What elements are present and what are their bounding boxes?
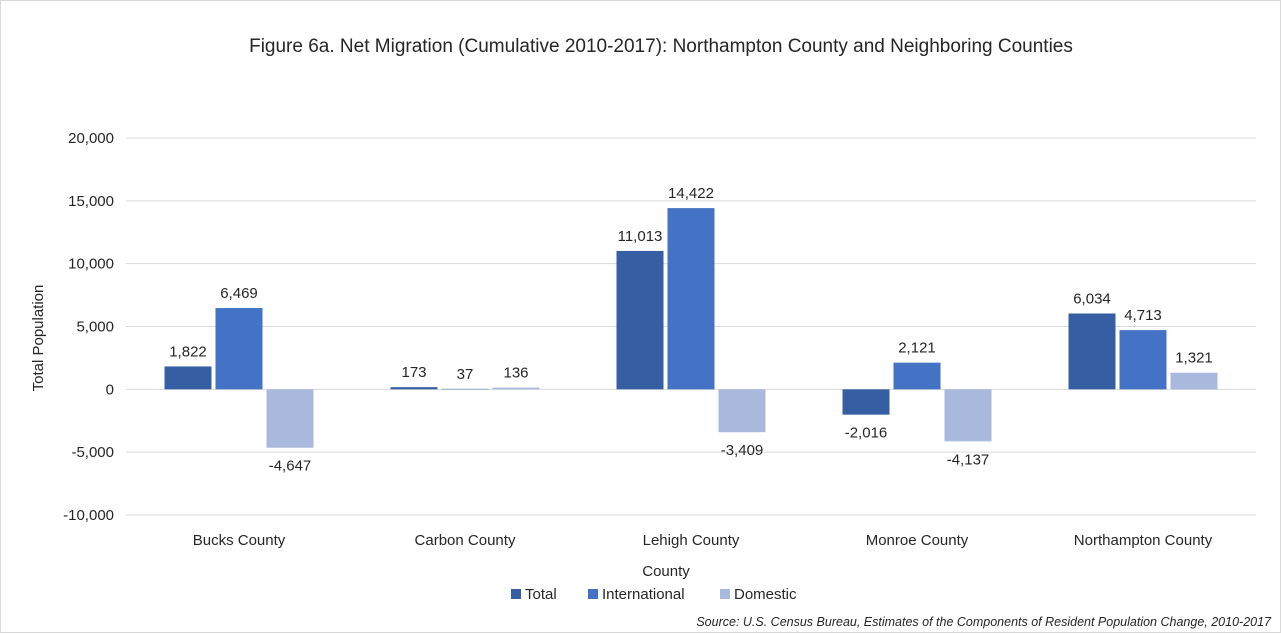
- data-labels: 1,822 6,469 -4,647 173 37 136 11,013 14,422 -3,4…: [169, 185, 1213, 475]
- data-label-total-carbon-county: 173: [401, 364, 426, 381]
- x-axis-categories: Bucks County Carbon County Lehigh County Mo…: [193, 532, 1213, 549]
- legend-label-domestic: Domestic: [734, 586, 797, 603]
- legend-swatch-total: [511, 589, 521, 599]
- bar-domestic-bucks-county: [266, 389, 314, 448]
- bar-domestic-lehigh-county: [718, 389, 766, 433]
- y-tick-label: 5,000: [76, 319, 114, 336]
- bar-international-monroe-county: [893, 362, 941, 390]
- bar-international-northampton-county: [1119, 330, 1167, 390]
- legend-label-total: Total: [525, 586, 557, 603]
- bar-domestic-monroe-county: [944, 389, 992, 442]
- y-tick-label: 10,000: [68, 256, 114, 273]
- y-axis-ticks: 20,000 15,000 10,000 5,000 0 -5,000 -10,000: [63, 130, 114, 524]
- y-tick-label: -5,000: [71, 444, 114, 461]
- data-label-domestic-carbon-county: 136: [503, 365, 528, 382]
- x-tick-monroe-county: Monroe County: [866, 532, 969, 549]
- legend: Total International Domestic: [511, 586, 797, 603]
- bar-international-carbon-county: [441, 388, 489, 390]
- data-label-domestic-lehigh-county: -3,409: [721, 442, 764, 459]
- data-label-total-bucks-county: 1,822: [169, 343, 207, 360]
- x-tick-northampton-county: Northampton County: [1074, 532, 1213, 549]
- y-tick-label: 15,000: [68, 193, 114, 210]
- data-label-total-lehigh-county: 11,013: [618, 228, 663, 245]
- data-label-total-monroe-county: -2,016: [845, 425, 888, 442]
- bar-total-northampton-county: [1068, 313, 1116, 390]
- bar-total-lehigh-county: [616, 250, 664, 390]
- data-label-total-northampton-county: 6,034: [1073, 291, 1111, 308]
- x-tick-bucks-county: Bucks County: [193, 532, 286, 549]
- legend-swatch-domestic: [720, 589, 730, 599]
- data-label-international-lehigh-county: 14,422: [668, 185, 714, 202]
- bar-domestic-carbon-county: [492, 387, 540, 390]
- legend-swatch-international: [588, 589, 598, 599]
- y-tick-label: -10,000: [63, 507, 114, 524]
- legend-label-international: International: [602, 586, 685, 603]
- x-tick-carbon-county: Carbon County: [415, 532, 516, 549]
- data-label-international-bucks-county: 6,469: [220, 285, 258, 302]
- bar-domestic-northampton-county: [1170, 372, 1218, 390]
- bar-total-monroe-county: [842, 389, 890, 415]
- y-tick-label: 20,000: [68, 130, 114, 147]
- data-label-international-carbon-county: 37: [457, 366, 474, 383]
- x-axis-title: County: [642, 563, 690, 580]
- data-label-international-northampton-county: 4,713: [1124, 307, 1162, 324]
- bar-total-bucks-county: [164, 366, 212, 390]
- y-tick-label: 0: [106, 381, 114, 398]
- data-label-international-monroe-county: 2,121: [898, 340, 936, 357]
- bars: [164, 208, 1218, 448]
- data-label-domestic-bucks-county: -4,647: [269, 458, 312, 475]
- chart-title: Figure 6a. Net Migration (Cumulative 201…: [249, 36, 1073, 57]
- data-label-domestic-monroe-county: -4,137: [947, 451, 990, 468]
- data-label-domestic-northampton-county: 1,321: [1175, 350, 1213, 367]
- source-note: Source: U.S. Census Bureau, Estimates of…: [696, 615, 1272, 629]
- bar-total-carbon-county: [390, 387, 438, 390]
- y-axis-title: Total Population: [30, 285, 47, 392]
- bar-international-bucks-county: [215, 308, 263, 390]
- bar-international-lehigh-county: [667, 208, 715, 390]
- x-tick-lehigh-county: Lehigh County: [643, 532, 740, 549]
